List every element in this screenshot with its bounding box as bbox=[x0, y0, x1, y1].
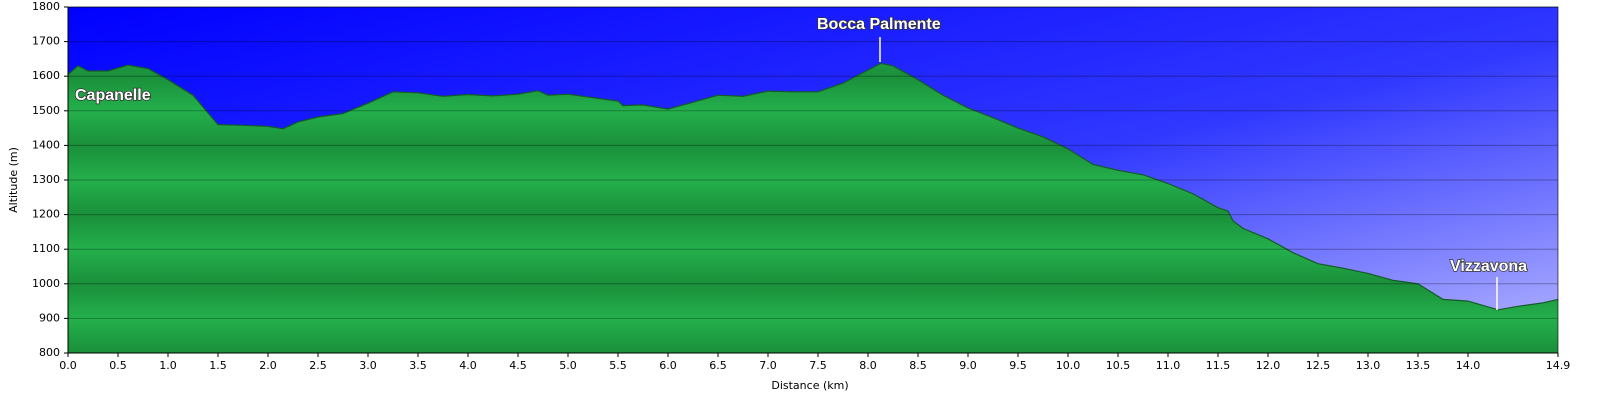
x-tick-label: 11.0 bbox=[1156, 359, 1181, 372]
annotation: Bocca Palmente bbox=[817, 16, 941, 33]
plot-border bbox=[67, 6, 1559, 354]
y-tick-label: 900 bbox=[39, 311, 60, 324]
x-tick-label: 2.0 bbox=[259, 359, 277, 372]
profile-line bbox=[67, 62, 1559, 311]
x-tick-label: 13.0 bbox=[1356, 359, 1381, 372]
x-tick-label: 3.5 bbox=[409, 359, 427, 372]
y-tick-label: 1300 bbox=[32, 173, 60, 186]
x-tick-label: 1.0 bbox=[159, 359, 177, 372]
y-tick-label: 1100 bbox=[32, 242, 60, 255]
x-tick-label: 8.5 bbox=[909, 359, 927, 372]
y-tick-label: 1200 bbox=[32, 208, 60, 221]
y-tick-label: 800 bbox=[39, 346, 60, 359]
x-tick-label: 6.5 bbox=[709, 359, 727, 372]
x-tick-label: 9.0 bbox=[959, 359, 977, 372]
y-tick-label: 1500 bbox=[32, 104, 60, 117]
x-tick-label: 7.5 bbox=[809, 359, 827, 372]
x-tick-label: 10.5 bbox=[1106, 359, 1131, 372]
y-tick-label: 1400 bbox=[32, 138, 60, 151]
x-tick-label: 9.5 bbox=[1009, 359, 1027, 372]
x-tick-label: 3.0 bbox=[359, 359, 377, 372]
x-tick-label: 7.0 bbox=[759, 359, 777, 372]
area-bands bbox=[68, 63, 1558, 354]
x-tick-label: 5.5 bbox=[609, 359, 627, 372]
annotation: Vizzavona bbox=[1450, 258, 1527, 275]
x-tick-label: 4.5 bbox=[509, 359, 527, 372]
x-axis-label: Distance (km) bbox=[771, 379, 848, 392]
x-tick-label: 10.0 bbox=[1056, 359, 1081, 372]
y-tick-label: 1000 bbox=[32, 277, 60, 290]
x-tick-label: 6.0 bbox=[659, 359, 677, 372]
x-tick-label: 14.9 bbox=[1546, 359, 1571, 372]
annotation: Capanelle bbox=[75, 87, 151, 104]
x-tick-label: 2.5 bbox=[309, 359, 327, 372]
y-tick-label: 1600 bbox=[32, 69, 60, 82]
x-tick-label: 12.0 bbox=[1256, 359, 1281, 372]
x-tick-label: 14.0 bbox=[1456, 359, 1481, 372]
y-axis-label: Altitude (m) bbox=[7, 147, 20, 213]
x-tick-label: 13.5 bbox=[1406, 359, 1431, 372]
x-tick-label: 4.0 bbox=[459, 359, 477, 372]
x-tick-label: 0.5 bbox=[109, 359, 127, 372]
x-tick-label: 0.0 bbox=[59, 359, 77, 372]
x-tick-label: 5.0 bbox=[559, 359, 577, 372]
x-tick-label: 8.0 bbox=[859, 359, 877, 372]
x-tick-label: 11.5 bbox=[1206, 359, 1231, 372]
x-tick-label: 12.5 bbox=[1306, 359, 1331, 372]
x-tick-label: 1.5 bbox=[209, 359, 227, 372]
y-tick-label: 1800 bbox=[32, 0, 60, 13]
y-tick-label: 1700 bbox=[32, 35, 60, 48]
